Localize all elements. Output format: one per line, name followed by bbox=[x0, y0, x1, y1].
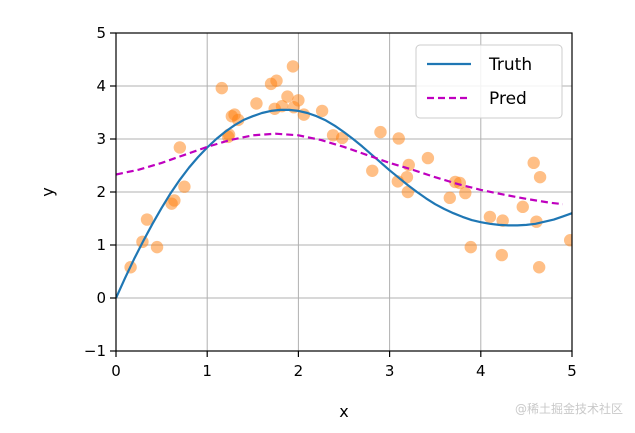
sample-point bbox=[178, 180, 191, 193]
sample-point bbox=[374, 125, 387, 139]
x-tick-label: 0 bbox=[111, 362, 121, 380]
sample-point bbox=[392, 132, 405, 145]
y-tick-label: 3 bbox=[96, 130, 106, 148]
y-axis-label: y bbox=[38, 187, 57, 196]
sample-point bbox=[292, 94, 305, 107]
sample-point bbox=[150, 240, 164, 254]
plot-area bbox=[116, 60, 572, 299]
legend: Truth Pred bbox=[415, 44, 563, 119]
sample-point bbox=[286, 60, 300, 73]
sample-point bbox=[453, 176, 467, 190]
sample-point bbox=[563, 234, 572, 247]
sample-point bbox=[443, 191, 456, 205]
y-tick-label: 2 bbox=[96, 183, 106, 201]
sample-point bbox=[366, 164, 379, 177]
sample-point bbox=[483, 210, 497, 224]
sample-point bbox=[401, 185, 415, 199]
sample-point bbox=[400, 170, 414, 184]
sample-point bbox=[335, 131, 349, 145]
x-tick-label: 2 bbox=[294, 362, 304, 380]
legend-pred-label: Pred bbox=[489, 89, 527, 109]
sample-point bbox=[173, 141, 187, 154]
legend-truth-label: Truth bbox=[488, 55, 532, 75]
y-tick-label: 1 bbox=[96, 236, 106, 254]
sample-point bbox=[250, 97, 263, 110]
x-tick-label: 5 bbox=[567, 362, 577, 380]
sample-point bbox=[516, 200, 529, 214]
y-tick-label: 4 bbox=[96, 77, 106, 95]
pred-line bbox=[116, 132, 564, 206]
sample-point bbox=[533, 170, 547, 184]
y-tick-label: −1 bbox=[84, 342, 106, 360]
sample-point bbox=[459, 186, 472, 200]
watermark: @稀土掘金技术社区 bbox=[514, 402, 623, 416]
ticks: 0 1 2 3 4 5 −1 0 1 2 3 4 5 bbox=[84, 24, 577, 380]
y-tick-label: 0 bbox=[96, 289, 106, 307]
sample-point bbox=[527, 156, 540, 170]
sample-point bbox=[281, 90, 294, 103]
truth-line bbox=[116, 108, 572, 299]
x-tick-label: 1 bbox=[202, 362, 212, 380]
sample-point bbox=[215, 81, 228, 95]
x-axis-label: x bbox=[339, 402, 348, 421]
sample-point bbox=[495, 248, 508, 262]
sample-point bbox=[532, 261, 546, 274]
sample-point bbox=[315, 104, 329, 118]
sample-point bbox=[270, 74, 283, 87]
sample-point bbox=[168, 194, 181, 207]
sample-point bbox=[421, 151, 435, 165]
y-tick-label: 5 bbox=[96, 24, 106, 42]
sample-point bbox=[496, 214, 509, 227]
x-tick-label: 4 bbox=[476, 362, 486, 380]
sample-point bbox=[140, 213, 154, 226]
x-tick-label: 3 bbox=[385, 362, 395, 380]
sample-point bbox=[464, 240, 477, 254]
sample-point bbox=[232, 113, 245, 127]
